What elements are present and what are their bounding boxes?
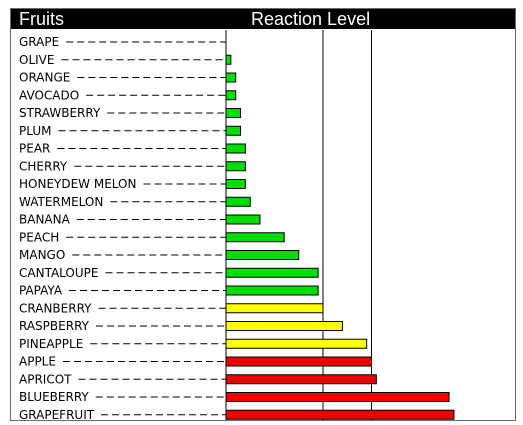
bar-papaya — [225, 285, 319, 296]
category-label: APRICOT — [19, 372, 72, 386]
bar-cherry — [225, 161, 246, 172]
category-label: PAPAYA — [19, 284, 63, 298]
bar-orange — [225, 72, 237, 83]
category-label: HONEYDEW MELON — [19, 177, 136, 191]
bar-pineapple — [225, 338, 368, 349]
category-label: PEAR — [19, 142, 50, 156]
chart-frame: Fruits Reaction Level GRAPE OLIVE ORANGE AV… — [10, 8, 516, 421]
category-label: STRAWBERRY — [19, 106, 101, 120]
bar-olive — [225, 54, 232, 65]
category-label: GRAPEFRUIT — [19, 408, 95, 420]
category-label: CANTALOUPE — [19, 266, 98, 280]
bar-grapefruit — [225, 409, 455, 420]
fruits-column-title: Fruits — [19, 9, 64, 29]
bar-watermelon — [225, 196, 251, 207]
category-label: AVOCADO — [19, 88, 79, 102]
category-label: PEACH — [19, 230, 59, 244]
bar-plum — [225, 125, 242, 136]
category-label: BLUEBERRY — [19, 390, 89, 404]
bar-raspberry — [225, 321, 343, 331]
category-label: APPLE — [19, 355, 56, 369]
category-label: CHERRY — [19, 159, 68, 173]
category-label: GRAPE — [19, 35, 59, 49]
category-label: OLIVE — [19, 53, 54, 67]
bar-apple — [225, 356, 372, 367]
bar-cantaloupe — [225, 267, 319, 278]
category-label: PLUM — [19, 124, 51, 138]
header-bar: Fruits Reaction Level — [11, 9, 515, 29]
bar-avocado — [225, 90, 237, 101]
bar-strawberry — [225, 108, 242, 118]
bar-honeydew-melon — [225, 179, 246, 189]
category-label: ORANGE — [19, 71, 70, 85]
category-label: RASPBERRY — [19, 319, 90, 333]
bar-pear — [225, 143, 246, 154]
category-label: BANANA — [19, 213, 71, 227]
category-label: WATERMELON — [19, 195, 103, 209]
bar-mango — [225, 250, 300, 260]
bar-peach — [225, 232, 285, 243]
category-label: CRANBERRY — [19, 301, 92, 315]
reaction-bar-chart: GRAPE OLIVE ORANGE AVOCADO STRAWBERRY PLUM PEA… — [19, 30, 455, 420]
bar-banana — [225, 214, 261, 225]
bar-blueberry — [225, 392, 450, 402]
bar-apricot — [225, 374, 377, 385]
category-label: MANGO — [19, 248, 65, 262]
bar-cranberry — [225, 303, 324, 314]
category-label: PINEAPPLE — [19, 337, 83, 351]
reaction-level-title: Reaction Level — [251, 9, 371, 29]
